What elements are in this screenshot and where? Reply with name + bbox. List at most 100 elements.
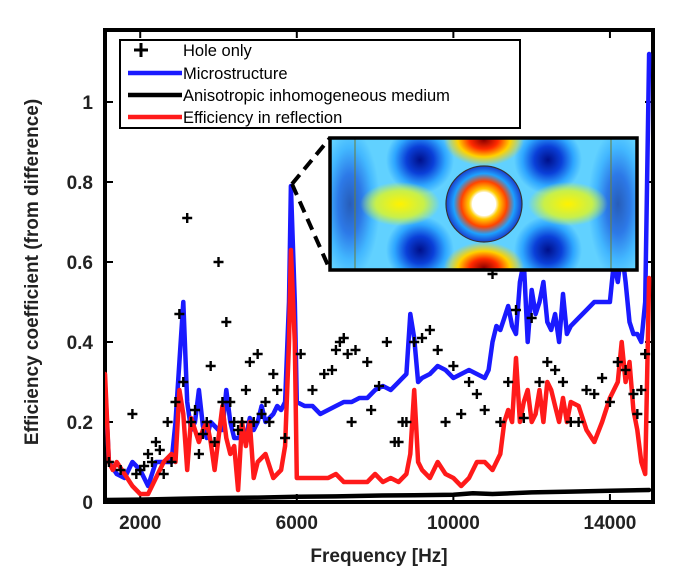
y-tick-label: 0 [82, 493, 93, 514]
data-point-hole-only [154, 445, 165, 455]
data-point-hole-only [456, 409, 467, 419]
data-point-hole-only [636, 385, 647, 395]
data-point-hole-only [495, 417, 506, 427]
inset-connector-bottom [290, 183, 332, 271]
data-point-hole-only [620, 365, 631, 375]
data-point-hole-only [158, 469, 169, 479]
data-point-hole-only [127, 409, 138, 419]
series-line-anisotropic-inhomogeneous-medium [105, 487, 652, 502]
data-point-hole-only [197, 429, 208, 439]
data-point-hole-only [248, 417, 259, 427]
y-tick-label: 0.8 [67, 173, 93, 194]
data-point-hole-only [471, 389, 482, 399]
data-point-hole-only [432, 345, 443, 355]
x-tick-label: 10000 [427, 513, 480, 534]
data-point-hole-only [409, 337, 420, 347]
data-point-hole-only [178, 377, 189, 387]
data-point-hole-only [105, 457, 114, 467]
data-point-hole-only [424, 325, 435, 335]
data-point-hole-only [440, 417, 451, 427]
legend: Hole only Microstructure Anisotropic inh… [119, 39, 521, 129]
data-point-hole-only [511, 305, 521, 315]
inset-field-map [290, 136, 639, 272]
data-point-hole-only [526, 313, 537, 323]
data-point-hole-only [330, 345, 341, 355]
data-point-hole-only [338, 333, 349, 343]
data-point-hole-only [393, 437, 404, 447]
data-point-hole-only [342, 349, 353, 359]
data-point-hole-only [174, 309, 185, 319]
legend-label-hole-only: Hole only [183, 42, 253, 60]
data-point-hole-only [518, 413, 529, 423]
data-point-hole-only [244, 357, 255, 367]
data-point-hole-only [264, 417, 275, 427]
data-point-hole-only [225, 397, 236, 407]
data-point-hole-only [550, 365, 561, 375]
series-line-efficiency-in-reflection [105, 247, 652, 497]
data-point-hole-only [589, 389, 600, 399]
data-point-hole-only [233, 425, 244, 435]
data-point-hole-only [503, 377, 514, 387]
data-point-hole-only [182, 213, 193, 223]
legend-label-reflection: Efficiency in reflection [183, 109, 342, 127]
data-point-hole-only [581, 385, 592, 395]
data-point-hole-only [256, 409, 267, 419]
legend-item-reflection: Efficiency in reflection [128, 109, 342, 127]
data-point-hole-only [139, 461, 150, 471]
x-tick-label: 6000 [276, 513, 318, 534]
data-point-hole-only [240, 385, 251, 395]
data-point-hole-only [319, 369, 330, 379]
data-point-hole-only [464, 377, 475, 387]
data-point-hole-only [186, 417, 197, 427]
data-point-hole-only [162, 417, 173, 427]
data-point-hole-only [260, 397, 271, 407]
legend-label-anisotropic: Anisotropic inhomogeneous medium [183, 87, 450, 105]
data-point-hole-only [295, 349, 306, 359]
inset-connector-top [290, 136, 332, 186]
legend-box [119, 39, 521, 129]
data-point-hole-only [573, 417, 584, 427]
data-point-hole-only [205, 361, 216, 371]
data-point-hole-only [252, 349, 263, 359]
data-point-hole-only [374, 381, 384, 391]
data-point-hole-only [534, 377, 545, 387]
data-point-hole-only [557, 377, 568, 387]
inset-frame [328, 136, 639, 272]
y-tick-label: 1 [82, 93, 93, 114]
data-point-hole-only [401, 417, 412, 427]
data-point-hole-only [193, 449, 204, 459]
data-point-hole-only [146, 457, 157, 467]
data-point-hole-only [209, 437, 220, 447]
y-axis-label: Efficiency coefficient (from difference) [22, 99, 43, 445]
data-point-hole-only [280, 433, 291, 443]
data-point-hole-only [150, 437, 161, 447]
data-point-hole-only [640, 349, 651, 359]
x-tick-label: 14000 [584, 513, 637, 534]
data-point-hole-only [221, 317, 232, 327]
data-point-hole-only [448, 361, 459, 371]
data-point-hole-only [115, 465, 126, 475]
data-point-hole-only [268, 369, 279, 379]
data-point-hole-only [350, 345, 361, 355]
data-point-hole-only [346, 417, 357, 427]
data-point-hole-only [612, 357, 623, 367]
data-point-hole-only [201, 417, 212, 427]
data-point-hole-only [307, 385, 318, 395]
data-point-hole-only [604, 397, 615, 407]
data-point-hole-only [237, 417, 247, 427]
data-point-hole-only [213, 257, 224, 267]
data-point-hole-only [542, 357, 553, 367]
axes-frame [103, 28, 655, 504]
data-point-hole-only [166, 457, 177, 467]
y-tick-label: 0.6 [67, 253, 93, 274]
data-point-hole-only [170, 397, 181, 407]
legend-label-microstructure: Microstructure [183, 65, 288, 83]
data-point-hole-only [479, 405, 490, 415]
x-tick-label: 2000 [119, 513, 161, 534]
y-tick-label: 0.4 [67, 333, 94, 354]
data-point-hole-only [143, 449, 154, 459]
x-axis-label: Frequency [Hz] [310, 546, 447, 567]
data-point-hole-only [628, 389, 639, 399]
legend-item-microstructure: Microstructure [128, 65, 288, 83]
